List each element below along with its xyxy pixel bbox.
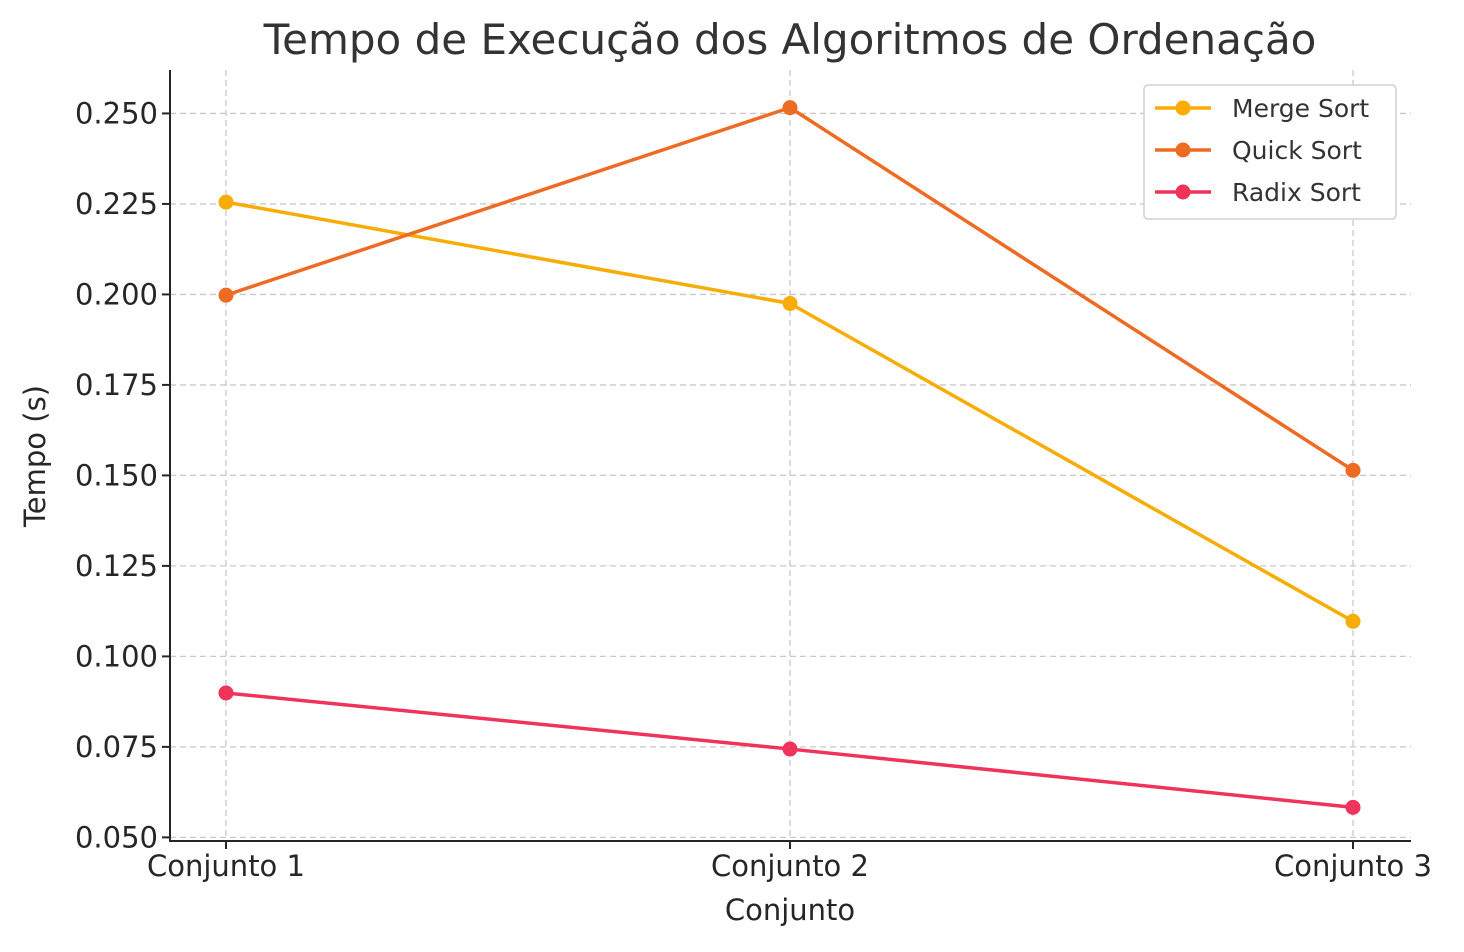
y-tick-label: 0.200	[75, 277, 158, 311]
legend-swatch-marker	[1175, 142, 1191, 158]
series-layer	[218, 100, 1361, 815]
chart-title: Tempo de Execução dos Algoritmos de Orde…	[263, 15, 1317, 64]
tick-labels: 0.050 0.075 0.100 0.125 0.150 0.175 0.200 0.225…	[75, 96, 1432, 883]
data-point-quick-sort	[1345, 462, 1361, 478]
data-point-radix-sort	[782, 741, 798, 757]
y-tick-label: 0.100	[75, 639, 158, 673]
legend-box	[1143, 84, 1397, 220]
data-point-radix-sort	[1345, 799, 1361, 815]
y-tick-label: 0.050	[75, 820, 158, 854]
y-tick-label: 0.250	[75, 96, 158, 130]
y-tick-label: 0.175	[75, 368, 158, 402]
data-point-quick-sort	[218, 287, 234, 303]
legend: Merge Sort Quick Sort Radix Sort	[1143, 84, 1397, 220]
data-point-merge-sort	[1345, 613, 1361, 629]
x-tick-label: Conjunto 3	[1274, 849, 1432, 883]
y-tick-label: 0.075	[75, 730, 158, 764]
x-tick-label: Conjunto 1	[147, 849, 305, 883]
legend-label: Merge Sort	[1232, 94, 1369, 123]
y-tick-label: 0.150	[75, 458, 158, 492]
x-axis-label: Conjunto	[725, 893, 855, 927]
y-tick-label: 0.125	[75, 549, 158, 583]
data-point-merge-sort	[782, 295, 798, 311]
data-point-merge-sort	[218, 194, 234, 210]
y-axis-label: Tempo (s)	[18, 385, 52, 528]
x-tick-label: Conjunto 2	[711, 849, 869, 883]
legend-swatch-marker	[1175, 100, 1191, 116]
y-tick-label: 0.225	[75, 187, 158, 221]
legend-swatch-marker	[1175, 184, 1191, 200]
legend-label: Quick Sort	[1232, 136, 1362, 165]
data-point-quick-sort	[782, 100, 798, 116]
legend-label: Radix Sort	[1232, 178, 1361, 207]
data-point-radix-sort	[218, 685, 234, 701]
